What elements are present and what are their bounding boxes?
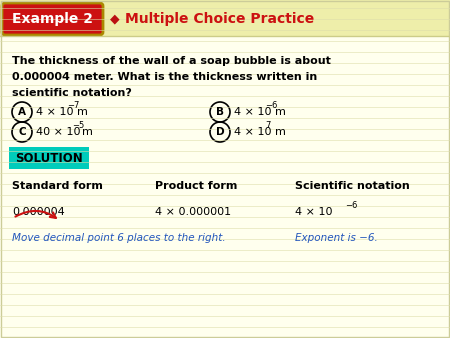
Text: 7: 7 <box>265 121 270 130</box>
Text: Example 2: Example 2 <box>12 12 93 26</box>
Text: 0.000004: 0.000004 <box>12 207 65 217</box>
Text: m: m <box>82 127 93 137</box>
Text: m: m <box>275 127 286 137</box>
Text: 0.000004 meter. What is the thickness written in: 0.000004 meter. What is the thickness wr… <box>12 72 317 82</box>
Text: m: m <box>77 107 88 117</box>
Text: scientific notation?: scientific notation? <box>12 88 132 98</box>
Text: 40 × 10: 40 × 10 <box>36 127 81 137</box>
Text: Exponent is −6.: Exponent is −6. <box>295 233 378 243</box>
Text: The thickness of the wall of a soap bubble is about: The thickness of the wall of a soap bubb… <box>12 56 331 66</box>
Text: B: B <box>216 107 224 117</box>
Text: D: D <box>216 127 224 137</box>
Text: SOLUTION: SOLUTION <box>15 151 83 165</box>
Text: −7: −7 <box>67 101 80 111</box>
Text: ◆: ◆ <box>110 13 120 25</box>
Text: A: A <box>18 107 26 117</box>
Text: 4 × 10: 4 × 10 <box>36 107 73 117</box>
FancyBboxPatch shape <box>0 0 450 36</box>
Text: −6: −6 <box>345 201 357 211</box>
Text: 4 × 10: 4 × 10 <box>234 127 271 137</box>
Text: Product form: Product form <box>155 181 238 191</box>
Text: m: m <box>275 107 286 117</box>
Text: 4 × 10: 4 × 10 <box>234 107 271 117</box>
Text: C: C <box>18 127 26 137</box>
Text: Multiple Choice Practice: Multiple Choice Practice <box>125 12 314 26</box>
FancyBboxPatch shape <box>2 3 103 35</box>
Text: −6: −6 <box>265 101 278 111</box>
FancyBboxPatch shape <box>9 147 89 169</box>
Text: 4 × 0.000001: 4 × 0.000001 <box>155 207 231 217</box>
Text: Standard form: Standard form <box>12 181 103 191</box>
Text: Move decimal point 6 places to the right.: Move decimal point 6 places to the right… <box>12 233 225 243</box>
Text: Scientific notation: Scientific notation <box>295 181 410 191</box>
Text: 4 × 10: 4 × 10 <box>295 207 333 217</box>
Text: −5: −5 <box>72 121 85 130</box>
